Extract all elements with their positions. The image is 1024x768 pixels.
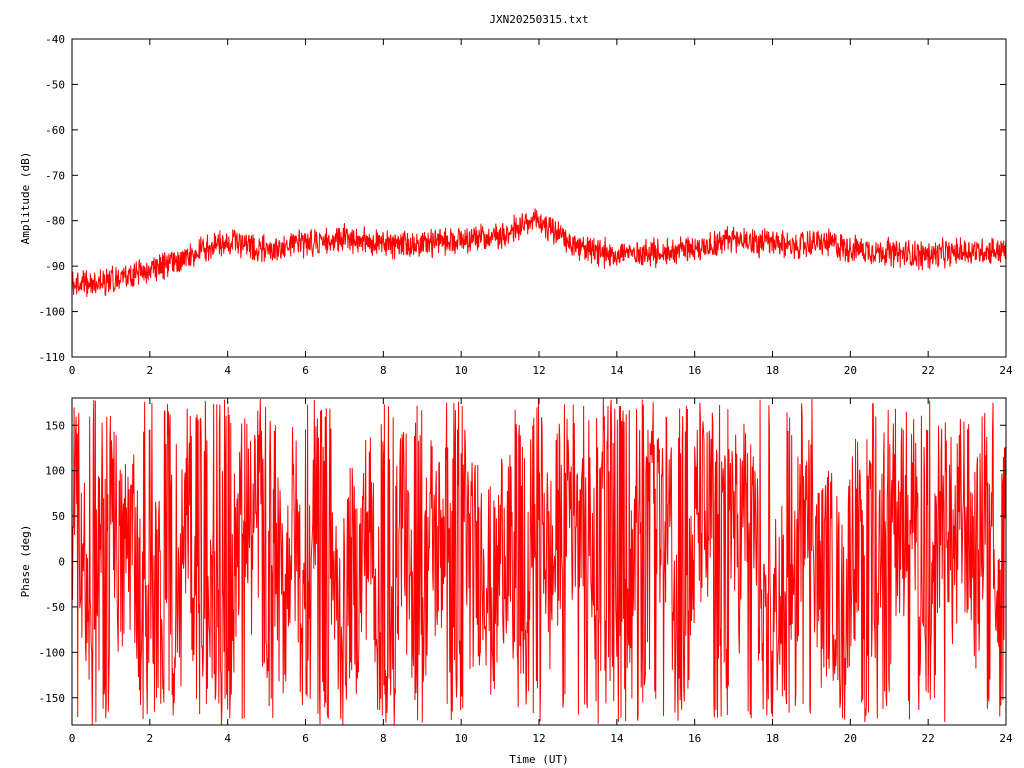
y-tick-label: 50 <box>52 510 65 523</box>
y-tick-label: -80 <box>45 215 65 228</box>
y-tick-label: -90 <box>45 260 65 273</box>
y-tick-label: -100 <box>39 306 66 319</box>
x-tick-label: 4 <box>224 732 231 745</box>
x-tick-label: 24 <box>999 364 1013 377</box>
amplitude-trace-line <box>72 208 1006 297</box>
amplitude-axes: 0 2 4 6 8 10 12 14 16 18 20 22 24-40-50-60-70-80-90-… <box>39 33 1013 377</box>
x-tick-label: 18 <box>766 364 779 377</box>
x-tick-label: 4 <box>224 364 231 377</box>
y-tick-label: -110 <box>39 351 66 364</box>
x-tick-label: 12 <box>532 732 545 745</box>
amplitude-y-label: Amplitude (dB) <box>19 152 32 245</box>
phase-y-label: Phase (deg) <box>19 525 32 598</box>
amplitude-trace <box>72 208 1006 297</box>
amplitude-panel: 0 2 4 6 8 10 12 14 16 18 20 22 24-40-50-60-70-80-90-… <box>19 33 1013 377</box>
x-tick-label: 16 <box>688 364 701 377</box>
x-tick-label: 16 <box>688 732 701 745</box>
x-tick-label: 2 <box>147 732 154 745</box>
y-tick-label: -150 <box>39 692 66 705</box>
x-tick-label: 0 <box>69 364 76 377</box>
x-tick-label: 0 <box>69 732 76 745</box>
x-tick-label: 22 <box>922 732 935 745</box>
y-tick-label: -50 <box>45 78 65 91</box>
x-tick-label: 6 <box>302 364 309 377</box>
y-tick-label: -100 <box>39 646 66 659</box>
y-tick-label: 100 <box>45 465 65 478</box>
x-tick-label: 20 <box>844 732 857 745</box>
x-tick-label: 8 <box>380 732 387 745</box>
x-tick-label: 14 <box>610 732 624 745</box>
y-tick-label: 150 <box>45 419 65 432</box>
x-tick-label: 18 <box>766 732 779 745</box>
phase-axes: 0 2 4 6 8 10 12 14 16 18 20 22 24150100500-50-100-15… <box>39 398 1013 745</box>
x-tick-label: 12 <box>532 364 545 377</box>
x-tick-label: 22 <box>922 364 935 377</box>
phase-trace-line <box>72 398 1006 725</box>
y-tick-label: -70 <box>45 169 65 182</box>
x-tick-label: 20 <box>844 364 857 377</box>
x-tick-label: 10 <box>455 732 468 745</box>
x-axis-label: Time (UT) <box>509 753 569 766</box>
y-tick-label: 0 <box>58 556 65 569</box>
x-tick-label: 8 <box>380 364 387 377</box>
phase-panel: 0 2 4 6 8 10 12 14 16 18 20 22 24150100500-50-100-15… <box>19 397 1013 766</box>
x-tick-label: 10 <box>455 364 468 377</box>
y-tick-label: -60 <box>45 124 65 137</box>
chart-title: JXN20250315.txt <box>489 13 588 26</box>
x-tick-label: 24 <box>999 732 1013 745</box>
phase-trace <box>72 398 1006 725</box>
y-tick-label: -50 <box>45 601 65 614</box>
y-tick-label: -40 <box>45 33 65 46</box>
x-tick-label: 6 <box>302 732 309 745</box>
x-tick-label: 14 <box>610 364 624 377</box>
x-tick-label: 2 <box>147 364 154 377</box>
